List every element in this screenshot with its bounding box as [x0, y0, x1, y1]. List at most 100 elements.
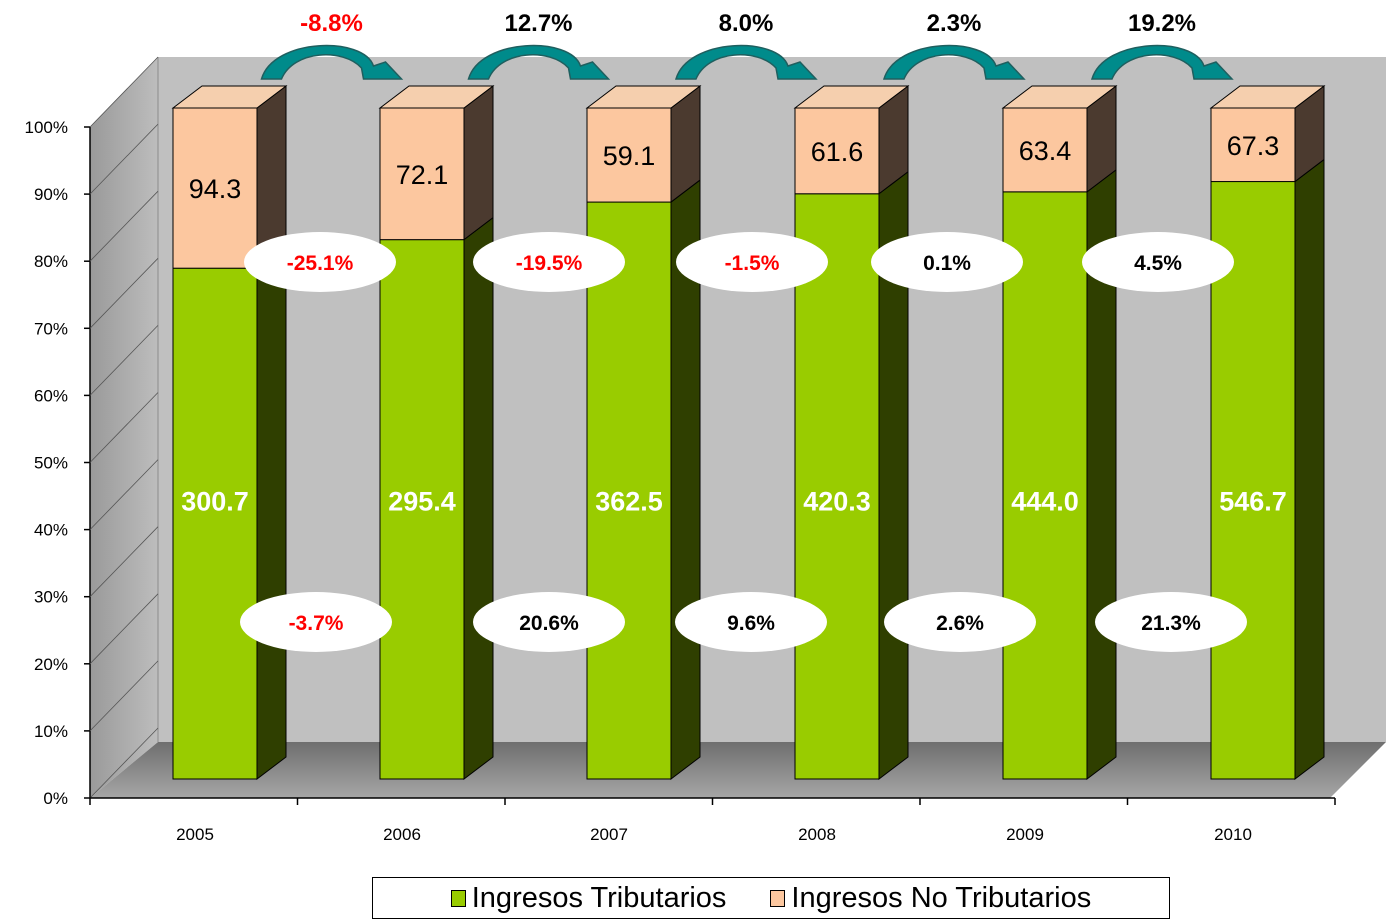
growth-oval — [473, 232, 625, 292]
no-tributarios-growth: 4.5% — [1082, 232, 1234, 292]
growth-oval — [1082, 232, 1234, 292]
y-gridline-side — [89, 123, 159, 195]
growth-oval — [676, 232, 828, 292]
bar-segment-no-tributarios — [172, 107, 258, 269]
growth-oval-label: -3.7% — [289, 612, 344, 635]
curved-arrow-icon — [882, 44, 1026, 80]
x-tick-label: 2005 — [176, 825, 214, 844]
growth-arrow — [467, 44, 611, 80]
growth-oval-label: 9.6% — [727, 612, 775, 635]
curved-arrow-icon — [260, 44, 404, 80]
x-axis-labels: 2005 2006 2007 2008 2009 2010 — [176, 825, 1252, 844]
tributarios-growth: 2.6% — [884, 592, 1036, 652]
bar-segment-tributarios — [794, 193, 880, 780]
growth-oval-label: -19.5% — [516, 252, 583, 275]
bar-segment-tributarios — [586, 201, 672, 780]
y-gridline-side — [89, 325, 159, 396]
y-tick-label: 100% — [25, 118, 68, 137]
y-tick-label: 0% — [43, 789, 68, 808]
bar-side-tributarios — [1294, 158, 1325, 781]
y-gridline-side — [89, 190, 159, 262]
tributarios-growth: 9.6% — [675, 592, 827, 652]
tributarios-growth: -3.7% — [240, 592, 392, 652]
data-label-tributarios: 444.0 — [1011, 487, 1079, 517]
curved-arrow-icon — [1090, 44, 1234, 80]
legend-label-tributarios: Ingresos Tributarios — [471, 881, 727, 914]
no-tributarios-growth: -25.1% — [244, 232, 396, 292]
bar-side-no-tributarios — [463, 84, 494, 241]
growth-oval-label: 20.6% — [519, 612, 579, 635]
y-gridline-side — [89, 526, 159, 597]
bar-segment-tributarios — [1210, 181, 1296, 780]
data-label-no-tributarios: 63.4 — [1019, 136, 1072, 166]
x-tick-label: 2008 — [798, 825, 836, 844]
legend-swatch-no-tributarios — [770, 889, 786, 907]
y-tick-label: 30% — [34, 588, 68, 607]
data-label-tributarios: 295.4 — [388, 487, 456, 517]
y-axis: 0% 10% 20% 30% 40% 50% 60% 70% 80% 90% 100% — [25, 56, 1336, 808]
bar-segment-no-tributarios — [1210, 107, 1296, 183]
y-gridline-side — [89, 660, 159, 732]
growth-arrow — [882, 44, 1026, 80]
curved-arrow-icon — [674, 44, 818, 80]
bar-segment-no-tributarios — [1002, 107, 1088, 193]
legend: Ingresos Tributarios Ingresos No Tributa… — [372, 877, 1170, 919]
y-gridline-side — [89, 258, 159, 329]
data-label-no-tributarios: 59.1 — [603, 141, 656, 171]
growth-oval — [675, 592, 827, 652]
bar-segment-no-tributarios — [379, 107, 465, 241]
growth-oval-label: 2.6% — [936, 612, 984, 635]
x-tick-label: 2007 — [590, 825, 628, 844]
y-gridline-side — [89, 459, 159, 530]
y-tick-label: 90% — [34, 185, 68, 204]
bar-segment-no-tributarios — [794, 107, 880, 195]
data-label-tributarios: 300.7 — [181, 487, 249, 517]
x-tick-label: 2006 — [383, 825, 421, 844]
no-tributarios-growth: -1.5% — [676, 232, 828, 292]
total-growth-label: 8.0% — [719, 10, 774, 37]
growth-arrow — [1090, 44, 1234, 80]
growth-oval-label: -1.5% — [725, 252, 780, 275]
y-tick-label: 20% — [34, 655, 68, 674]
growth-oval — [240, 592, 392, 652]
growth-oval — [871, 232, 1023, 292]
growth-oval-label: -25.1% — [287, 252, 354, 275]
y-tick-label: 70% — [34, 319, 68, 338]
x-tick-label: 2010 — [1214, 825, 1252, 844]
growth-oval — [473, 592, 625, 652]
bar-2007: 362.5 59.1 — [585, 84, 702, 781]
data-label-tributarios: 420.3 — [803, 487, 871, 517]
tributarios-growth: 21.3% — [1095, 592, 1247, 652]
data-label-no-tributarios: 72.1 — [396, 160, 449, 190]
legend-swatch-tributarios — [450, 889, 466, 907]
growth-arrow — [260, 44, 404, 80]
bars: 300.7 94.3 295.4 72.1 362.5 59.1 420.3 61.6 444.… — [171, 84, 1326, 781]
y-tick-label: 50% — [34, 454, 68, 473]
y-gridline-side — [89, 56, 159, 128]
bar-side-tributarios — [256, 245, 287, 781]
y-gridline-side — [89, 593, 159, 665]
bar-segment-tributarios — [172, 267, 258, 780]
total-growth-label: 19.2% — [1128, 10, 1196, 37]
curved-arrow-icon — [467, 44, 611, 80]
no-tributarios-growth: -19.5% — [473, 232, 625, 292]
data-label-no-tributarios: 94.3 — [189, 174, 242, 204]
y-gridline-side — [89, 727, 159, 799]
legend-item-no-tributarios: Ingresos No Tributarios — [770, 882, 1091, 915]
y-tick-label: 60% — [34, 386, 68, 405]
data-label-tributarios: 546.7 — [1219, 487, 1287, 517]
total-growth-label: -8.8% — [300, 10, 363, 37]
growth-arrow — [674, 44, 818, 80]
bar-side-tributarios — [463, 216, 494, 781]
x-tick-label: 2009 — [1006, 825, 1044, 844]
bar-2010: 546.7 67.3 — [1209, 84, 1326, 781]
data-label-no-tributarios: 61.6 — [811, 137, 864, 167]
total-growth-label: 12.7% — [504, 10, 572, 37]
legend-label-no-tributarios: Ingresos No Tributarios — [791, 881, 1092, 914]
no-tributarios-growth: 0.1% — [871, 232, 1023, 292]
total-growth-label: 2.3% — [927, 10, 982, 37]
y-tick-label: 10% — [34, 722, 68, 741]
data-label-no-tributarios: 67.3 — [1227, 131, 1280, 161]
y-tick-label: 80% — [34, 252, 68, 271]
bar-segment-tributarios — [1002, 191, 1088, 780]
